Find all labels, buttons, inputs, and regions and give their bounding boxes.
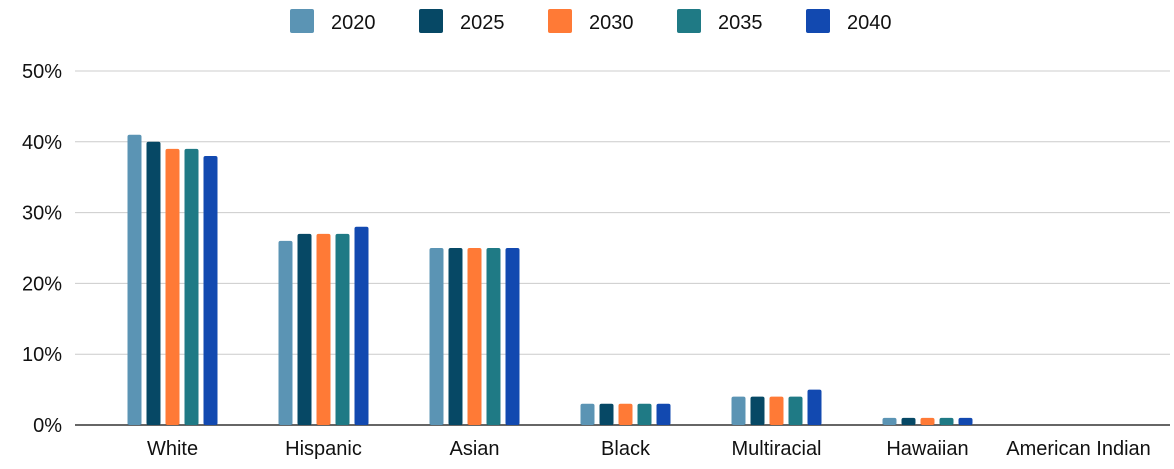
bar-asian-2030: [467, 248, 482, 425]
bar-asian-2025: [448, 248, 463, 425]
bar-white-2025: [146, 141, 161, 426]
legend-swatch-2020: [290, 9, 314, 33]
bar-white-2030: [165, 148, 180, 425]
bar-hispanic-2035: [335, 233, 350, 425]
bar-asian-2040: [505, 248, 520, 425]
bar-multiracial-2020: [731, 396, 746, 425]
legend-swatch-2030: [548, 9, 572, 33]
y-tick-label: 50%: [22, 61, 62, 83]
x-tick-label: Asian: [449, 438, 499, 460]
bar-multiracial-2040: [807, 389, 822, 425]
bar-white-2020: [127, 134, 142, 425]
y-tick-label: 10%: [22, 344, 62, 366]
bar-hawaiian-2040: [958, 417, 973, 425]
x-tick-label: Hawaiian: [886, 438, 968, 460]
bars: [127, 134, 973, 426]
bar-black-2030: [618, 403, 633, 425]
bar-black-2035: [637, 403, 652, 425]
x-tick-label: American Indian: [1006, 438, 1151, 460]
bar-hawaiian-2020: [882, 417, 897, 425]
bar-black-2025: [599, 403, 614, 425]
bar-black-2040: [656, 403, 671, 425]
bar-hispanic-2025: [297, 233, 312, 425]
bar-hispanic-2040: [354, 226, 369, 425]
bar-asian-2035: [486, 248, 501, 425]
bar-multiracial-2030: [769, 396, 784, 425]
y-tick-label: 20%: [22, 273, 62, 295]
bar-white-2035: [184, 148, 199, 425]
bar-black-2020: [580, 403, 595, 425]
y-axis: 0% 10% 20% 30% 40% 50%: [22, 61, 62, 437]
bar-hawaiian-2025: [901, 417, 916, 425]
legend-swatch-2025: [419, 9, 443, 33]
bar-multiracial-2035: [788, 396, 803, 425]
legend-label: 2030: [589, 12, 634, 34]
bar-hispanic-2030: [316, 233, 331, 425]
legend-swatch-2035: [677, 9, 701, 33]
bar-hispanic-2020: [278, 240, 293, 425]
y-tick-label: 30%: [22, 203, 62, 225]
y-tick-label: 40%: [22, 132, 62, 154]
x-tick-label: Multiracial: [731, 438, 821, 460]
x-axis: White Hispanic Asian Black Multiracial Hawaii…: [147, 438, 1151, 460]
bar-hawaiian-2030: [920, 417, 935, 425]
x-tick-label: Hispanic: [285, 438, 362, 460]
legend-label: 2035: [718, 12, 763, 34]
bar-white-2040: [203, 155, 218, 425]
legend-label: 2040: [847, 12, 892, 34]
gridlines: [75, 70, 1170, 426]
y-tick-label: 0%: [33, 415, 62, 437]
bar-multiracial-2025: [750, 396, 765, 425]
legend-swatch-2040: [806, 9, 830, 33]
legend-label: 2020: [331, 12, 376, 34]
bar-asian-2020: [429, 248, 444, 425]
x-tick-label: White: [147, 438, 198, 460]
legend-label: 2025: [460, 12, 505, 34]
x-tick-label: Black: [601, 438, 651, 460]
bar-hawaiian-2035: [939, 417, 954, 425]
legend: 2020 2025 2030 2035 2040: [290, 9, 892, 34]
